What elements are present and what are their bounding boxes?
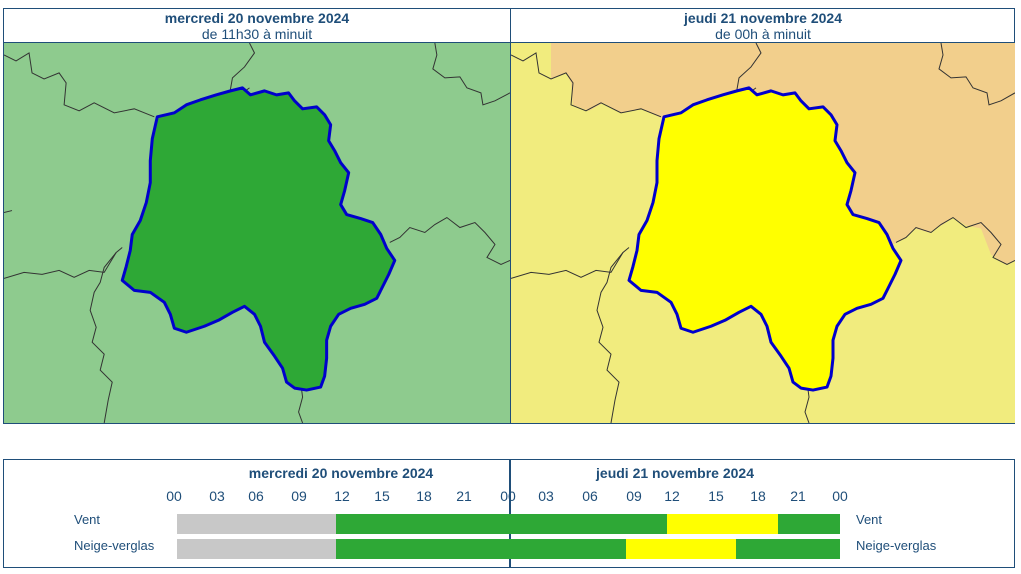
hour-label: 09 — [291, 488, 307, 504]
neighbor-boundaries-day2 — [511, 43, 1015, 423]
vigilance-maps: mercredi 20 novembre 2024 de 11h30 à min… — [3, 8, 1015, 424]
hour-label: 00 — [832, 488, 848, 504]
department-shape-day2 — [627, 86, 903, 392]
map-day2[interactable] — [511, 43, 1015, 423]
department-shape-day1 — [120, 86, 397, 392]
row-label-vent: Vent — [74, 512, 101, 527]
timeline-date-day2: jeudi 21 novembre 2024 — [596, 465, 754, 481]
row-label-vent-right: Vent — [856, 512, 883, 527]
hour-label: 03 — [209, 488, 225, 504]
timeline-segment — [177, 514, 336, 534]
day-divider — [509, 460, 511, 567]
timeline-segment — [777, 514, 840, 534]
hour-label: 15 — [374, 488, 390, 504]
hour-label: 21 — [790, 488, 806, 504]
map-date-day1: mercredi 20 novembre 2024 — [164, 10, 350, 26]
timeline-date-day1: mercredi 20 novembre 2024 — [248, 465, 434, 481]
map-day1[interactable] — [4, 43, 510, 423]
map-header-day1: mercredi 20 novembre 2024 de 11h30 à min… — [4, 9, 510, 43]
row-label-neige-verglas-right: Neige-verglas — [856, 538, 937, 553]
timeline-segment — [335, 539, 626, 559]
hour-label: 21 — [456, 488, 472, 504]
neige-verglas-bar[interactable] — [177, 539, 840, 559]
hour-label: 18 — [750, 488, 766, 504]
vigilance-timeline: mercredi 20 novembre 2024 jeudi 21 novem… — [3, 459, 1015, 568]
hour-label: 18 — [416, 488, 432, 504]
hour-label: 09 — [626, 488, 642, 504]
hour-label: 06 — [248, 488, 264, 504]
map-period-day2: de 00h à minuit — [715, 26, 811, 42]
timeline-segment — [667, 514, 778, 534]
hour-label: 15 — [708, 488, 724, 504]
hour-label: 12 — [334, 488, 350, 504]
map-period-day1: de 11h30 à minuit — [201, 26, 313, 42]
hour-label: 06 — [582, 488, 598, 504]
timeline-segment — [736, 539, 840, 559]
timeline-segment — [335, 514, 668, 534]
northern-zone-day2 — [551, 43, 1015, 265]
map-date-day2: jeudi 21 novembre 2024 — [684, 10, 842, 26]
hour-label: 03 — [538, 488, 554, 504]
map-panel-day1: mercredi 20 novembre 2024 de 11h30 à min… — [4, 9, 510, 423]
hour-label: 12 — [664, 488, 680, 504]
hour-label: 00 — [166, 488, 182, 504]
hour-label: 00 — [500, 488, 516, 504]
timeline-segment — [625, 539, 737, 559]
vent-bar[interactable] — [177, 514, 840, 534]
row-label-neige-verglas: Neige-verglas — [74, 538, 155, 553]
map-header-day2: jeudi 21 novembre 2024 de 00h à minuit — [511, 9, 1015, 43]
timeline-segment — [177, 539, 336, 559]
neighbor-boundaries-day1 — [4, 43, 510, 423]
map-panel-day2: jeudi 21 novembre 2024 de 00h à minuit — [510, 9, 1015, 423]
